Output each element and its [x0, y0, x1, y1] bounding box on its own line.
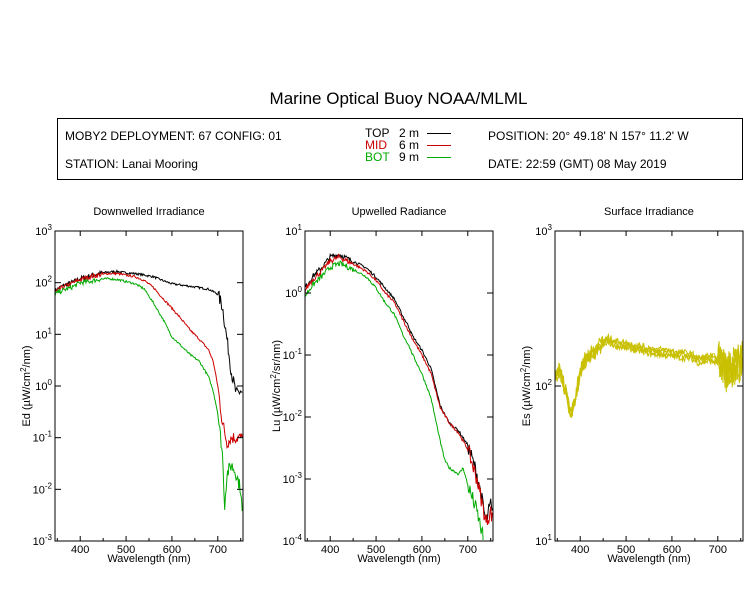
- x-tick-label: 500: [617, 544, 635, 556]
- x-tick-label: 400: [321, 544, 339, 556]
- y-tick-label: 10-2: [283, 409, 303, 424]
- x-axis-label: Wavelength (nm): [107, 553, 190, 565]
- y-tick-label: 101: [285, 223, 302, 238]
- depth-row-bot: BOT 9 m: [365, 150, 451, 164]
- station-text: STATION: Lanai Mooring: [65, 157, 198, 171]
- depth-unit: m: [409, 150, 419, 164]
- series-line-2: [305, 253, 493, 525]
- depth-line-swatch: [427, 145, 451, 147]
- depth-name: MID: [365, 138, 387, 152]
- deployment-text: MOBY2 DEPLOYMENT: 67 CONFIG: 01: [65, 129, 282, 143]
- chart-title: Downwelled Irradiance: [93, 206, 204, 218]
- x-tick-label: 600: [663, 544, 681, 556]
- plot-frame: [554, 230, 744, 542]
- chart-1: Downwelled Irradiance 400 500 600 700 Wavelen…: [19, 206, 244, 565]
- chart-title: Upwelled Radiance: [352, 206, 447, 218]
- x-tick-label: 600: [413, 544, 431, 556]
- y-tick-label: 101: [535, 533, 552, 548]
- y-axis-label: Es (µW/cm2/nm): [519, 346, 533, 426]
- depth-value: 9: [399, 150, 406, 164]
- series-line-1: [55, 268, 243, 396]
- y-axis-label: Ed (µW/cm2/nm): [19, 345, 33, 426]
- info-box: MOBY2 DEPLOYMENT: 67 CONFIG: 01 STATION:…: [57, 118, 743, 180]
- x-tick-label: 400: [571, 544, 589, 556]
- depth-value: 2: [399, 126, 406, 140]
- depth-unit: m: [409, 126, 419, 140]
- depth-name: BOT: [365, 150, 390, 164]
- x-tick-label: 600: [163, 544, 181, 556]
- depth-row-top: TOP 2 m: [365, 126, 451, 140]
- depth-value: 6: [399, 138, 406, 152]
- x-tick-label: 500: [367, 544, 385, 556]
- y-tick-label: 102: [35, 275, 52, 290]
- x-tick-label: 700: [459, 544, 477, 556]
- x-tick-label: 500: [117, 544, 135, 556]
- x-tick-label: 400: [71, 544, 89, 556]
- x-tick-label: 700: [209, 544, 227, 556]
- chart-3: Surface Irradiance 400 500 600 700 Wavelength…: [519, 206, 744, 565]
- y-tick-label: 101: [35, 326, 52, 341]
- y-tick-label: 10-3: [283, 471, 303, 486]
- date-text: DATE: 22:59 (GMT) 08 May 2019: [488, 157, 667, 171]
- series-group: [305, 252, 493, 541]
- plot-frame: [304, 230, 494, 542]
- series-line-3: [305, 260, 484, 541]
- y-tick-label: 10-1: [283, 347, 303, 362]
- series-line-2: [55, 271, 243, 450]
- depth-line-swatch: [427, 133, 451, 135]
- series-group: [55, 268, 243, 512]
- series-line-3: [55, 276, 243, 512]
- y-tick-label: 103: [35, 223, 52, 238]
- y-tick-label: 10-4: [283, 533, 303, 548]
- chart-2: Upwelled Radiance 400 500 600 700 Wavelength …: [269, 206, 494, 565]
- y-tick-label: 100: [35, 378, 52, 393]
- x-tick-label: 700: [709, 544, 727, 556]
- depth-name: TOP: [365, 126, 390, 140]
- y-tick-label: 10-1: [33, 430, 53, 445]
- depth-line-swatch: [427, 157, 451, 159]
- y-axis-label: Lu (µW/cm2/sr/nm): [269, 340, 283, 432]
- depth-unit: m: [409, 138, 419, 152]
- series-line-1: [305, 252, 493, 522]
- y-tick-label: 10-3: [33, 533, 53, 548]
- x-axis-label: Wavelength (nm): [357, 553, 440, 565]
- series-line-1: [555, 340, 743, 418]
- series-group: [555, 332, 743, 418]
- y-tick-label: 100: [285, 285, 302, 300]
- y-tick-label: 103: [535, 223, 552, 238]
- series-line-1: [555, 332, 743, 414]
- position-text: POSITION: 20° 49.18' N 157° 11.2' W: [488, 129, 689, 143]
- x-axis-label: Wavelength (nm): [607, 553, 690, 565]
- y-tick-label: 102: [535, 378, 552, 393]
- y-tick-label: 10-2: [33, 481, 53, 496]
- depth-row-mid: MID 6 m: [365, 138, 451, 152]
- chart-title: Surface Irradiance: [604, 206, 694, 218]
- page-title: Marine Optical Buoy NOAA/MLML: [269, 89, 528, 108]
